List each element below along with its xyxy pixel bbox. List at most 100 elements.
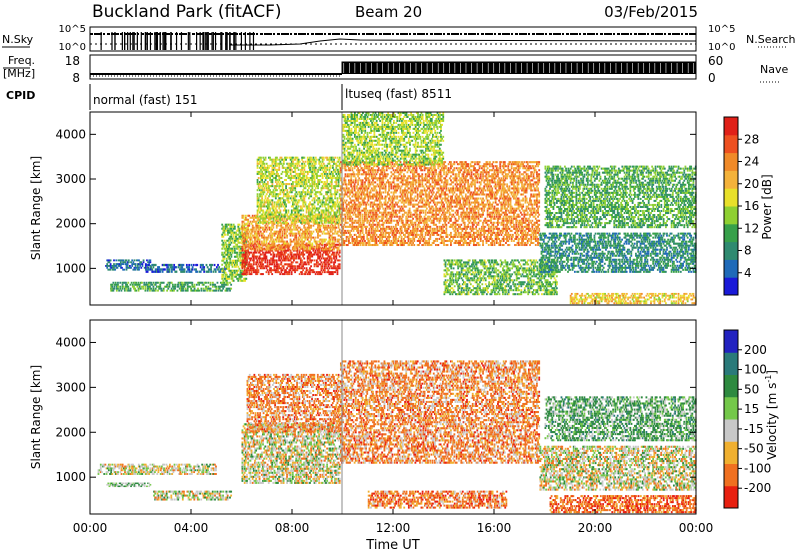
range-gate-cell [332, 225, 334, 227]
range-gate-cell [299, 227, 301, 229]
range-gate-cell [345, 216, 347, 218]
range-gate-cell [222, 268, 224, 270]
range-gate-cell [385, 202, 387, 204]
range-gate-cell [364, 189, 366, 191]
range-gate-cell [255, 247, 257, 249]
range-gate-cell [342, 202, 344, 204]
range-gate-cell [237, 240, 239, 242]
range-gate-cell [218, 290, 220, 292]
range-gate-cell [191, 264, 193, 266]
range-gate-cell [307, 157, 309, 159]
range-gate-cell [292, 201, 294, 203]
range-gate-cell [372, 222, 374, 224]
range-gate-cell [326, 165, 328, 167]
range-gate-cell [317, 265, 319, 267]
range-gate-cell [248, 215, 250, 217]
range-gate-cell [227, 290, 229, 292]
range-gate-cell [118, 290, 120, 292]
range-gate-cell [311, 205, 313, 207]
range-gate-cell [387, 220, 389, 222]
range-gate-cell [301, 181, 303, 183]
nave-tick-low: 0 [708, 71, 716, 85]
range-gate-cell [227, 228, 229, 230]
range-gate-cell [226, 280, 228, 282]
range-gate-cell [376, 173, 378, 175]
range-gate-cell [304, 227, 306, 229]
range-gate-cell [270, 231, 272, 233]
range-gate-cell [311, 212, 313, 214]
range-gate-cell [274, 243, 276, 245]
range-gate-cell [349, 193, 351, 195]
range-gate-cell [157, 290, 159, 292]
range-gate-cell [314, 175, 316, 177]
nave-label: Nave [760, 63, 788, 76]
range-gate-cell [315, 167, 317, 169]
range-gate-cell [310, 231, 312, 233]
range-gate-cell [218, 266, 220, 268]
range-gate-cell [308, 222, 310, 224]
range-gate-cell [266, 267, 268, 269]
range-gate-cell [385, 230, 387, 232]
range-gate-cell [267, 175, 269, 177]
range-gate-cell [263, 189, 265, 191]
range-gate-cell [311, 163, 313, 165]
range-gate-cell [339, 229, 341, 231]
range-gate-cell [261, 187, 263, 189]
range-gate-cell [117, 284, 119, 286]
range-gate-cell [338, 203, 340, 205]
range-gate-cell [308, 261, 310, 263]
range-gate-cell [201, 288, 203, 290]
range-gate-cell [348, 208, 350, 210]
range-gate-cell [309, 163, 311, 165]
range-gate-cell [287, 209, 289, 211]
range-gate-cell [267, 239, 269, 241]
range-gate-cell [117, 282, 119, 284]
range-gate-cell [334, 225, 336, 227]
range-gate-cell [271, 216, 273, 218]
range-gate-cell [135, 265, 137, 267]
range-gate-cell [274, 256, 276, 258]
range-gate-cell [271, 212, 273, 214]
range-gate-cell [245, 215, 247, 217]
range-gate-cell [359, 234, 361, 236]
range-gate-cell [232, 230, 234, 232]
range-gate-cell [294, 220, 296, 222]
range-gate-cell [332, 220, 334, 222]
range-gate-cell [365, 232, 367, 234]
range-gate-cell [127, 265, 129, 267]
range-gate-cell [308, 205, 310, 207]
range-gate-cell [363, 236, 365, 238]
range-gate-cell [210, 288, 212, 290]
range-gate-cell [330, 239, 332, 241]
range-gate-cell [277, 225, 279, 227]
range-gate-cell [306, 267, 308, 269]
range-gate-cell [321, 261, 323, 263]
range-gate-cell [215, 288, 217, 290]
range-gate-cell [311, 233, 313, 235]
range-gate-cell [297, 157, 299, 159]
range-gate-cell [358, 210, 360, 212]
range-gate-cell [325, 239, 327, 241]
range-gate-cell [308, 187, 310, 189]
range-gate-cell [250, 221, 252, 223]
range-gate-cell [227, 252, 229, 254]
range-gate-cell [345, 189, 347, 191]
range-gate-cell [131, 259, 133, 261]
range-gate-cell [253, 235, 255, 237]
range-gate-cell [127, 282, 129, 284]
range-gate-cell [280, 256, 282, 258]
range-gate-cell [387, 173, 389, 175]
range-gate-cell [237, 234, 239, 236]
range-gate-cell [143, 282, 145, 284]
range-gate-cell [377, 218, 379, 220]
range-gate-cell [256, 265, 258, 267]
range-gate-cell [301, 207, 303, 209]
range-gate-cell [323, 163, 325, 165]
range-gate-cell [308, 237, 310, 239]
range-gate-cell [185, 284, 187, 286]
range-gate-cell [181, 266, 183, 268]
range-gate-cell [349, 242, 351, 244]
range-gate-cell [322, 161, 324, 163]
range-gate-cell [327, 207, 329, 209]
range-gate-cell [349, 214, 351, 216]
